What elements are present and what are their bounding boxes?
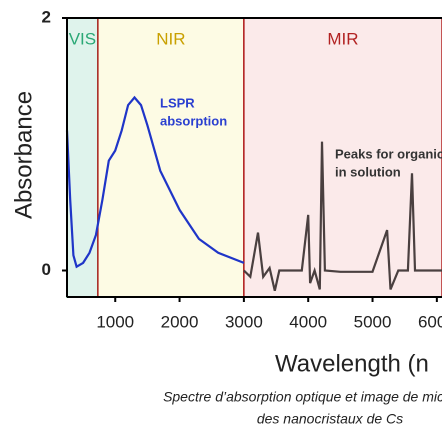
y-tick-label: 0 <box>42 260 51 279</box>
caption: des nanocristaux de Cs <box>257 411 403 427</box>
spectrum-line <box>65 95 245 269</box>
x-tick-label: 4000 <box>289 312 327 331</box>
y-tick-label: 2 <box>42 7 51 26</box>
annotation: in solution <box>335 164 401 179</box>
region <box>66 17 99 298</box>
y-axis-label: Absorbance <box>10 91 37 219</box>
caption: Spectre d’absorption optique et image de… <box>163 389 442 405</box>
x-tick-label: 6000 <box>418 312 442 331</box>
annotation: Peaks for organic l <box>335 146 442 161</box>
annotation: absorption <box>160 113 227 128</box>
region <box>97 17 245 298</box>
region-label: MIR <box>327 29 358 48</box>
x-tick-label: 2000 <box>161 312 199 331</box>
region-label: NIR <box>156 29 185 48</box>
x-tick-label: 5000 <box>354 312 392 331</box>
region-label: VIS <box>69 29 96 48</box>
spectrum-line <box>243 141 442 291</box>
annotation: LSPR <box>160 95 195 110</box>
x-tick-label: 1000 <box>96 312 134 331</box>
x-tick-label: 3000 <box>225 312 263 331</box>
x-axis-label: Wavelength (n <box>275 350 429 377</box>
